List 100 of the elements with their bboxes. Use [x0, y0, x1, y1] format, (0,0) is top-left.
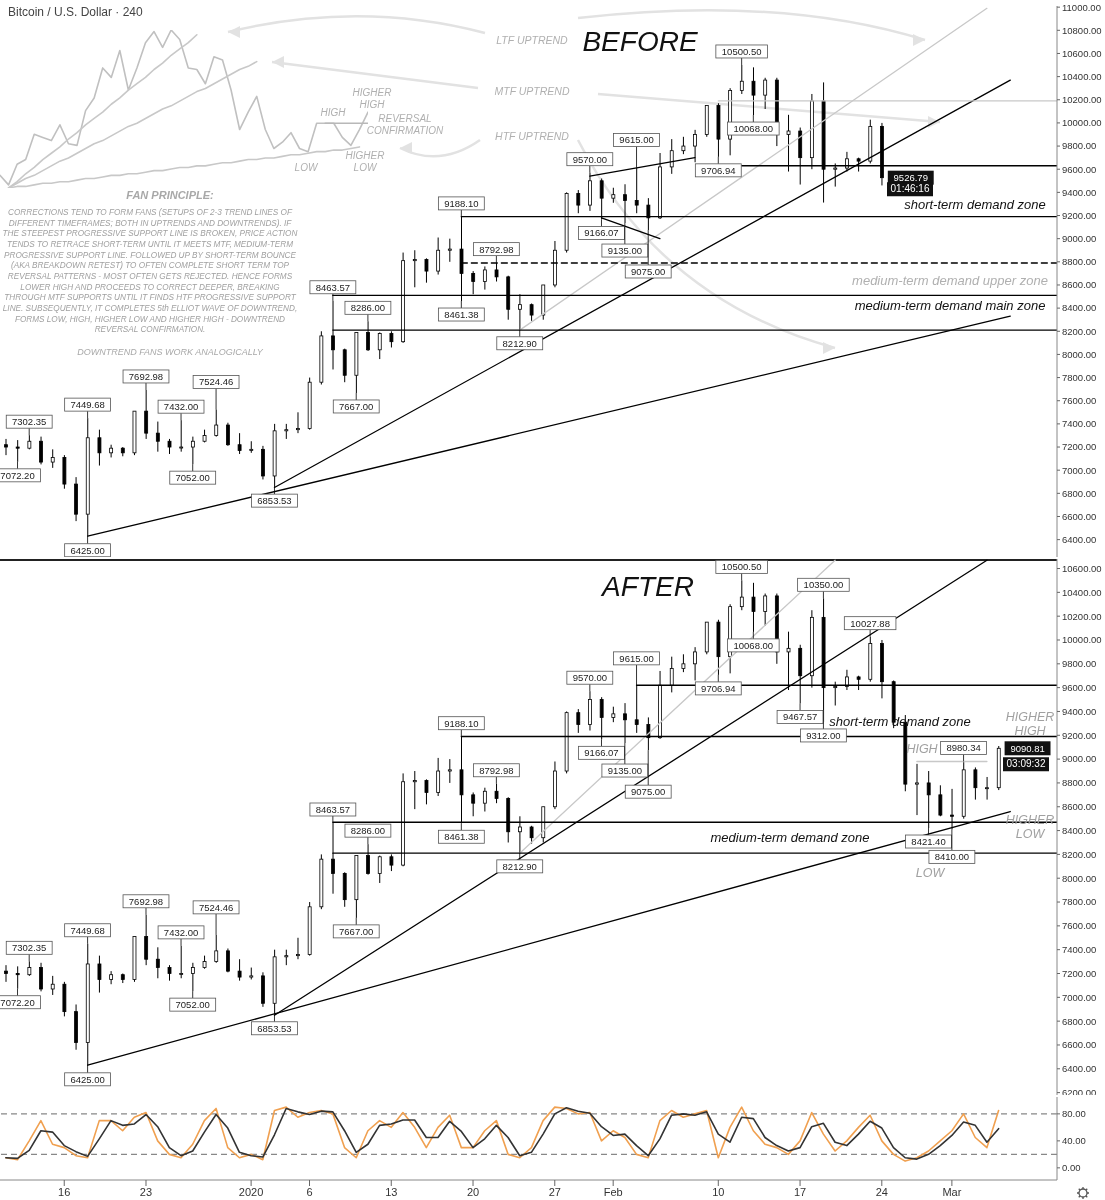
y-tick-label: 8800.00	[1062, 256, 1097, 268]
annotation: HIGHER LOW	[344, 149, 386, 173]
annotation: medium-term demand main zone	[853, 297, 1047, 314]
text: CORRECTIONS TEND TO FORM FANS (SETUPS OF 2-3 TREND LINES OF DIFFERENT TIMEFRAMES; BOTH IN UPTRENDS AND DOWNTRENDS). IF THE STEEPEST PROGRESSIVE SUPPORT LINE IS BROKEN, PRICE ACTION TENDS TO RETRACE SHORT-TERM UNTIL IT MEETS MTF, MEDIUM-TERM PROGRESSIVE SUPPORT LINE. FOLLOWED UP BY SHORT-TERM BOUNCE (AKA BREAKDOWN RETEST) TO OFTEN COMPLETE SHORT TERM TOP REVERSAL PATTERNS - MOST OFTEN GETS REJECTED. HENCE FORMS LOWER HIGH AND PROCEEDS TO CORRECT DEEPER, BREAKING THROUGH MTF SUPPORTS UNTIL IT FINDS HTF PROGRESSIVE SUPPORT LINE. SUBSEQUENTLY, IT COMPLETES 5th ELLIOT WAVE OF DOWNTREND, FORMS LOW, HIGH, HIGHER LOW AND HIGHER HIGH - DOWNTREND REVERSAL CONFIRMATION.	[2, 208, 298, 335]
y-tick-label: 0.00	[1062, 1162, 1081, 1174]
annotation: HIGHER HIGH	[351, 86, 393, 110]
annotation: 9135.00	[607, 765, 643, 777]
y-tick-label: 8000.00	[1062, 872, 1097, 884]
x-tick-label: Mar	[942, 1185, 962, 1198]
y-tick-label: 10600.00	[1062, 562, 1102, 574]
y-tick-label: 9800.00	[1062, 658, 1097, 670]
annotation: 10350.00	[803, 579, 844, 591]
annotation: 9075.00	[631, 265, 666, 277]
annotation: 10068.00	[733, 123, 774, 135]
x-tick-label: 20	[466, 1185, 480, 1198]
y-tick-label: 80.00	[1062, 1108, 1086, 1120]
annotation: 8212.90	[502, 337, 537, 349]
y-tick-label: 8600.00	[1062, 801, 1097, 813]
annotation: 10500.50	[721, 45, 762, 57]
y-tick-label: 6600.00	[1062, 510, 1097, 522]
y-tick-label: 40.00	[1062, 1135, 1086, 1147]
x-tick-label: 23	[139, 1185, 153, 1198]
y-tick-label: 8400.00	[1062, 824, 1097, 836]
annotation: 9615.00	[619, 652, 654, 664]
annotation: 8461.38	[444, 831, 479, 843]
y-tick-label: 10800.00	[1062, 24, 1102, 36]
y-tick-label: 10400.00	[1062, 586, 1102, 598]
annotation: 9570.00	[572, 153, 607, 165]
chart-subtitle: Bitcoin / U.S. Dollar · 240	[8, 5, 143, 19]
annotation: 6853.53	[257, 1022, 292, 1034]
annotation: 8463.57	[315, 281, 351, 293]
y-tick-label: 8200.00	[1062, 325, 1097, 337]
annotation: 10068.00	[733, 639, 774, 651]
annotation: 9570.00	[572, 672, 607, 684]
annotation: 9075.00	[631, 786, 666, 798]
y-tick-label: 8800.00	[1062, 777, 1097, 789]
annotation: 6425.00	[70, 1073, 105, 1085]
annotation: 7449.68	[70, 924, 105, 936]
annotation: 9188.10	[444, 717, 479, 729]
x-tick-label: 6	[306, 1185, 313, 1198]
annotation: HIGH	[905, 741, 939, 757]
y-tick-label: 8600.00	[1062, 279, 1097, 291]
annotation: 8421.40	[911, 836, 946, 848]
annotation: MTF UPTREND	[493, 84, 571, 98]
annotation: 8461.38	[444, 309, 479, 321]
annotation: LOW	[914, 865, 946, 881]
annotation: 6425.00	[70, 544, 105, 556]
annotation: FAN PRINCIPLE:	[125, 188, 215, 202]
annotation: REVERSAL CONFIRMATION	[366, 112, 444, 136]
y-tick-label: 7200.00	[1062, 441, 1097, 453]
annotation: 7667.00	[339, 925, 374, 937]
y-tick-label: 10000.00	[1062, 634, 1102, 646]
annotation: 8286.00	[350, 302, 386, 314]
y-tick-label: 7800.00	[1062, 896, 1097, 908]
y-tick-label: 6800.00	[1062, 1015, 1097, 1027]
y-tick-label: 7600.00	[1062, 920, 1097, 932]
annotation: 7432.00	[163, 401, 199, 413]
annotation: 7524.46	[198, 376, 234, 388]
annotation: 9166.07	[584, 747, 619, 759]
annotation: 9166.07	[584, 227, 619, 239]
y-tick-label: 11000.00	[1062, 1, 1101, 13]
y-tick-label: 6400.00	[1062, 1063, 1097, 1075]
annotation: 7052.00	[175, 999, 210, 1011]
annotation: short-term demand zone	[904, 196, 1046, 212]
y-tick-label: 9200.00	[1062, 209, 1097, 221]
y-tick-label: 9400.00	[1062, 186, 1097, 198]
y-tick-label: 9600.00	[1062, 163, 1097, 175]
annotation: DOWNTREND FANS WORK ANALOGICALLY	[76, 346, 264, 358]
annotation: 8792.98	[479, 764, 514, 776]
x-tick-label: 16	[58, 1185, 71, 1198]
y-tick-label: 9400.00	[1062, 705, 1097, 717]
y-tick-label: 9000.00	[1062, 753, 1097, 765]
chart-title: AFTER	[602, 571, 694, 603]
annotation: 9135.00	[607, 245, 643, 257]
annotation: 8286.00	[350, 825, 386, 837]
x-tick-label: 24	[875, 1185, 888, 1198]
annotation: HTF UPTREND	[494, 129, 570, 143]
annotation: 01:46:16	[887, 182, 933, 196]
annotation: 7667.00	[339, 400, 374, 412]
annotation: 7302.35	[12, 942, 47, 954]
y-tick-label: 6400.00	[1062, 534, 1097, 546]
annotation: 9188.10	[444, 197, 479, 209]
annotation: 10500.50	[721, 561, 762, 573]
annotation: 7432.00	[163, 926, 199, 938]
annotation: 9706.94	[701, 164, 736, 176]
x-tick-label: 10	[712, 1185, 725, 1198]
x-tick-label: Feb	[603, 1185, 623, 1198]
y-tick-label: 8000.00	[1062, 348, 1097, 360]
annotation: LTF UPTREND	[496, 33, 568, 46]
y-tick-label: 7800.00	[1062, 371, 1097, 383]
y-tick-label: 9200.00	[1062, 729, 1097, 741]
annotation: HIGHER HIGH	[1004, 709, 1056, 739]
annotation: 7052.00	[175, 472, 210, 484]
annotation: 8792.98	[479, 243, 514, 255]
annotation: 9706.94	[701, 682, 736, 694]
annotation: medium-term demand zone	[709, 829, 871, 846]
annotation: HIGH	[319, 107, 347, 119]
y-tick-label: 10600.00	[1062, 47, 1102, 59]
x-tick-label: 2020	[238, 1185, 264, 1198]
annotation: 8463.57	[315, 804, 351, 815]
